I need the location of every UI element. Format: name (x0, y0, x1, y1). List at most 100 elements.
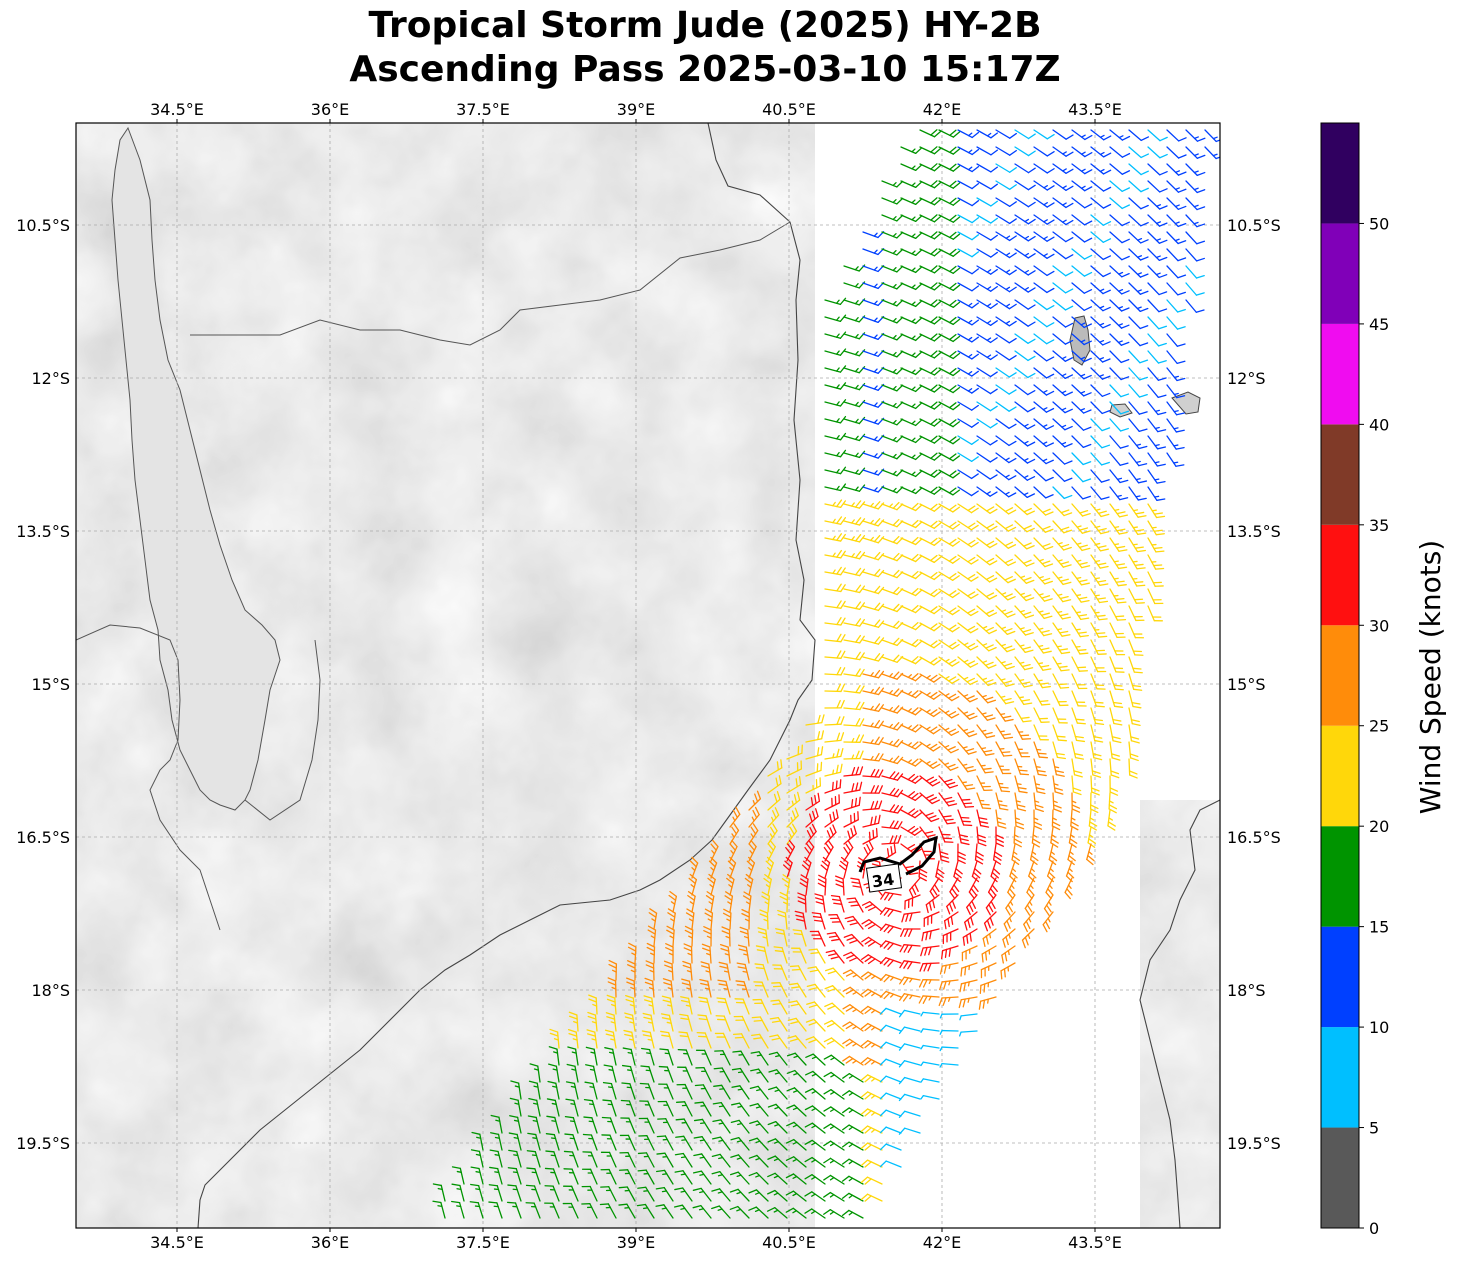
wind-barb (581, 1168, 598, 1185)
wind-barb (898, 1110, 921, 1118)
wind-barb (879, 940, 902, 951)
wind-barb (1052, 435, 1073, 448)
wind-barb (655, 1204, 674, 1219)
wind-barb (938, 146, 961, 155)
wind-barb (748, 823, 759, 845)
wind-barb (659, 1048, 674, 1066)
wind-barb (1109, 741, 1121, 761)
wind-barb (862, 752, 884, 762)
wind-barb (1002, 928, 1016, 948)
wind-barb (938, 775, 958, 789)
wind-barb (938, 265, 961, 274)
wind-barb (900, 519, 923, 529)
wind-barb (1052, 741, 1067, 760)
wind-barb (544, 1202, 560, 1219)
wind-barb (900, 536, 923, 546)
wind-barb (898, 1127, 921, 1135)
wind-barb (1071, 418, 1092, 431)
wind-barb (900, 265, 923, 274)
wind-barb (1147, 554, 1165, 570)
wind-barb (693, 1153, 712, 1168)
wind-barb (976, 826, 987, 847)
wind-barb (1014, 775, 1028, 794)
wind-barb (785, 1138, 807, 1151)
wind-barb (677, 1048, 693, 1066)
wind-barb (663, 960, 674, 981)
wind-barb (731, 1102, 750, 1117)
wind-barb (771, 982, 788, 998)
contour-34kt (858, 835, 938, 876)
wind-barb (1031, 826, 1041, 848)
wind-barb (804, 1105, 826, 1117)
wind-barb (1107, 809, 1116, 831)
wind-barb (1033, 520, 1054, 533)
wind-barb (767, 823, 778, 845)
wind-barb (1014, 792, 1027, 812)
wind-barb (647, 925, 657, 947)
wind-barb (1166, 129, 1187, 142)
lat-labels-left: 10.5°S 12°S 13.5°S 15°S 16.5°S 18°S 19.5°S (16, 216, 70, 1153)
wind-barb (1090, 775, 1100, 796)
wind-barb (1128, 333, 1149, 347)
wind-barb (1128, 418, 1148, 432)
wind-barb (919, 163, 942, 172)
wind-barb (898, 993, 921, 1002)
wind-barb (921, 928, 940, 942)
wind-barb (1147, 214, 1168, 227)
wind-barb (759, 909, 769, 930)
wind-barb (645, 960, 655, 981)
wind-barb (824, 683, 846, 693)
border-mozambique-malawi (244, 639, 321, 821)
wind-barb (938, 214, 961, 223)
wind-barb (1166, 163, 1187, 176)
wind-barb (995, 401, 1017, 412)
wind-barb (900, 367, 923, 376)
wind-barb (1109, 180, 1131, 192)
wind-barb (824, 449, 847, 458)
wind-barb (1033, 792, 1044, 813)
wind-barb (881, 738, 904, 748)
wind-barb (525, 1202, 541, 1219)
wind-barb (995, 520, 1017, 532)
wind-barb (976, 435, 998, 446)
wind-barb (938, 384, 961, 394)
wind-barb (919, 197, 942, 206)
wind-barb (976, 554, 998, 566)
wind-barb (748, 1206, 769, 1219)
wind-barb (619, 1151, 636, 1168)
wind-barb (828, 913, 845, 930)
wind-barb (843, 781, 863, 794)
wind-barb (938, 622, 960, 633)
wind-barb (1147, 333, 1167, 347)
wind-barb (1052, 333, 1074, 345)
wind-barb (1071, 690, 1087, 707)
wind-barb (919, 622, 942, 632)
wind-barb (688, 873, 698, 896)
wind-barb (919, 367, 942, 376)
wind-barb (602, 1099, 617, 1117)
wind-barb (919, 707, 941, 718)
wind-barb (1090, 282, 1111, 295)
wind-barb (919, 129, 942, 138)
wind-barb (711, 1188, 731, 1202)
lon-tick-label: 37.5°E (456, 1233, 510, 1252)
wind-barb (683, 943, 693, 964)
wind-barb (489, 1166, 503, 1185)
wind-barb (900, 502, 923, 512)
wind-barb (995, 707, 1014, 722)
wind-barb (826, 931, 845, 947)
wind-barb (585, 1064, 598, 1083)
wind-barb (1128, 503, 1147, 518)
wind-barb (1147, 520, 1165, 536)
wind-barb (1128, 248, 1149, 261)
coastline-madagascar (1139, 799, 1220, 1228)
wind-barb (693, 1118, 712, 1134)
wind-barb (811, 912, 826, 930)
wind-barb (755, 945, 769, 964)
wind-barb (824, 616, 846, 626)
wind-barb (606, 994, 617, 1015)
wind-barb (898, 1060, 921, 1068)
wind-barb (809, 930, 826, 947)
wind-barb (881, 367, 904, 375)
wind-barb (823, 1106, 845, 1117)
